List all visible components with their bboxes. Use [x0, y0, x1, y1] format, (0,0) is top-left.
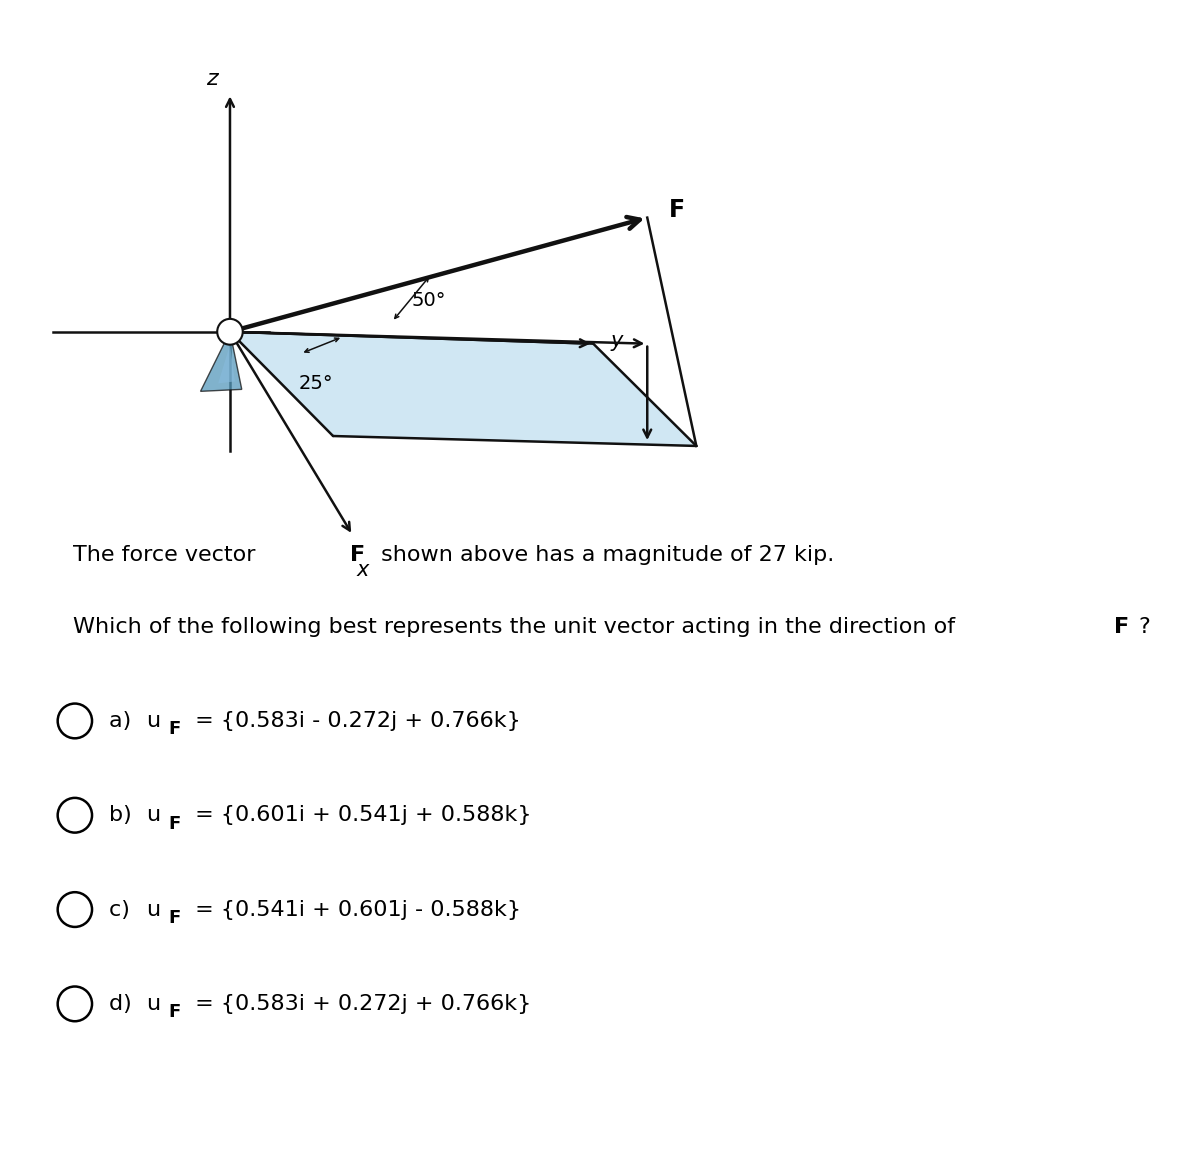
Text: F: F — [168, 720, 180, 738]
Text: F: F — [168, 908, 180, 927]
Text: u: u — [146, 994, 161, 1014]
Text: a): a) — [109, 711, 138, 731]
Text: c): c) — [109, 899, 137, 920]
Text: d): d) — [109, 994, 139, 1014]
Text: F: F — [168, 1003, 180, 1021]
Circle shape — [58, 987, 92, 1021]
Text: u: u — [146, 711, 161, 731]
Text: b): b) — [109, 805, 139, 826]
Polygon shape — [218, 345, 235, 383]
Circle shape — [58, 704, 92, 738]
Text: u: u — [146, 899, 161, 920]
Text: The force vector: The force vector — [73, 545, 263, 565]
Text: 25°: 25° — [299, 374, 334, 393]
Text: y: y — [611, 331, 623, 351]
Text: = {0.583i - 0.272j + 0.766k}: = {0.583i - 0.272j + 0.766k} — [187, 711, 521, 731]
Text: u: u — [146, 805, 161, 826]
Text: F: F — [1114, 616, 1129, 637]
Polygon shape — [200, 332, 241, 391]
Text: = {0.601i + 0.541j + 0.588k}: = {0.601i + 0.541j + 0.588k} — [187, 805, 532, 826]
Text: F: F — [168, 814, 180, 833]
Text: ?: ? — [1138, 616, 1150, 637]
Text: 50°: 50° — [412, 291, 446, 309]
Text: z: z — [206, 69, 218, 89]
Circle shape — [58, 892, 92, 927]
Text: = {0.541i + 0.601j - 0.588k}: = {0.541i + 0.601j - 0.588k} — [187, 899, 521, 920]
Polygon shape — [230, 332, 696, 446]
Text: shown above has a magnitude of 27 kip.: shown above has a magnitude of 27 kip. — [374, 545, 834, 565]
Text: Which of the following best represents the unit vector acting in the direction o: Which of the following best represents t… — [73, 616, 962, 637]
Text: = {0.583i + 0.272j + 0.766k}: = {0.583i + 0.272j + 0.766k} — [187, 994, 532, 1014]
Text: F: F — [668, 198, 685, 222]
Circle shape — [217, 319, 242, 345]
Circle shape — [58, 798, 92, 833]
Text: x: x — [356, 560, 368, 580]
Text: F: F — [349, 545, 365, 565]
